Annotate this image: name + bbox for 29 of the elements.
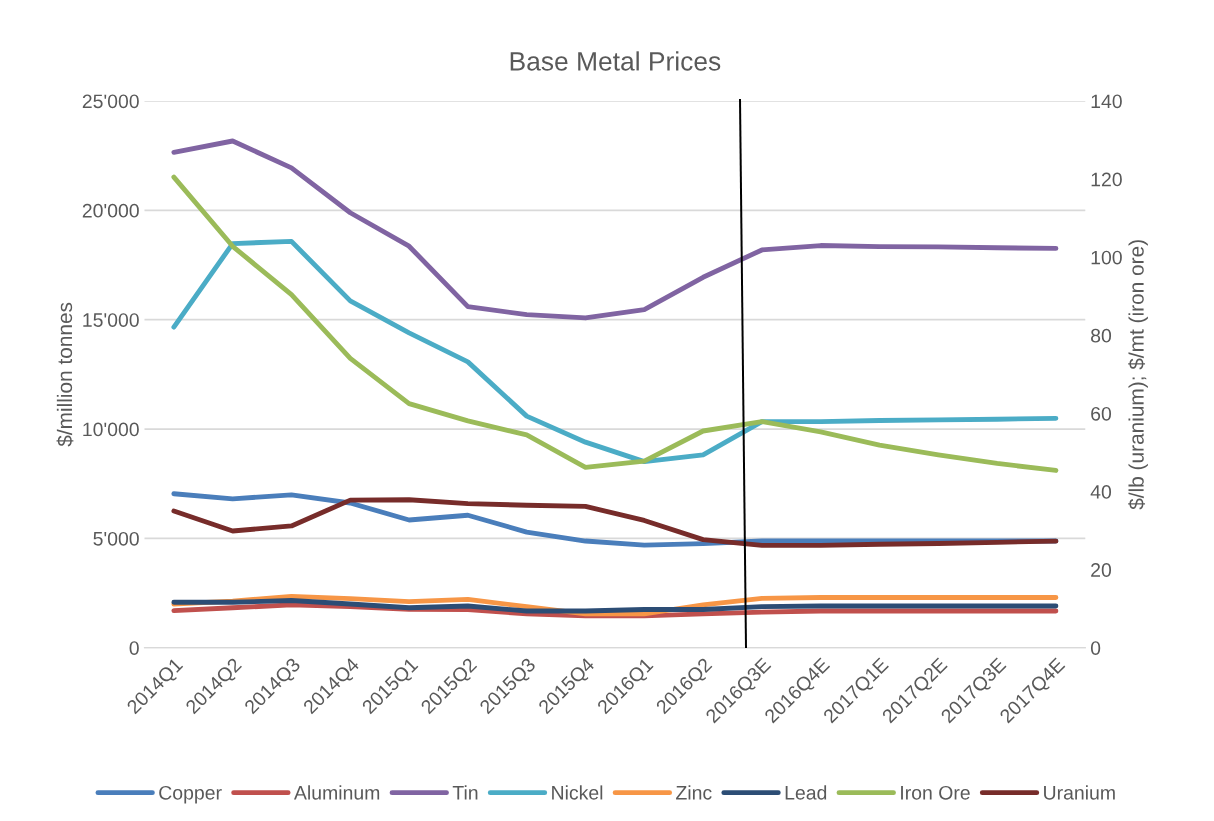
- legend-label: Tin: [452, 785, 478, 800]
- y2-tick-label: 140: [1091, 94, 1122, 109]
- y2-axis-title: $/lb (uranium); $/mt (iron ore): [1128, 240, 1148, 510]
- y-tick-label: 5'000: [93, 531, 139, 546]
- legend-label: Aluminum: [293, 785, 380, 800]
- legend-label: Iron Ore: [901, 785, 970, 800]
- y2-tick-label: 60: [1091, 406, 1112, 421]
- y-axis-title: $/million tonnes: [56, 302, 74, 447]
- line-series: [171, 238, 1059, 465]
- chart-title: Base Metal Prices: [510, 51, 721, 71]
- legend-label: Lead: [785, 785, 827, 800]
- line-series: [171, 598, 1059, 614]
- y2-tick-label: 100: [1091, 250, 1122, 265]
- y-tick-label: 10'000: [83, 422, 139, 437]
- y2-tick-label: 80: [1091, 328, 1112, 343]
- y-tick-label: 15'000: [83, 313, 139, 327]
- legend-label: Uranium: [1044, 785, 1115, 800]
- legend-label: Nickel: [552, 785, 603, 800]
- y2-tick-label: 20: [1091, 563, 1112, 577]
- y2-tick-label: 0: [1090, 641, 1101, 656]
- y-tick-label: 25'000: [82, 94, 139, 109]
- legend-label: Zinc: [676, 785, 712, 800]
- y-tick-label: 0: [129, 641, 139, 656]
- line-series: [171, 138, 1059, 321]
- line-series: [171, 174, 1059, 473]
- legend-label: Copper: [159, 785, 222, 804]
- y-tick-label: 20'000: [82, 203, 139, 218]
- y2-tick-label: 40: [1090, 485, 1112, 499]
- y2-tick-label: 120: [1091, 172, 1122, 187]
